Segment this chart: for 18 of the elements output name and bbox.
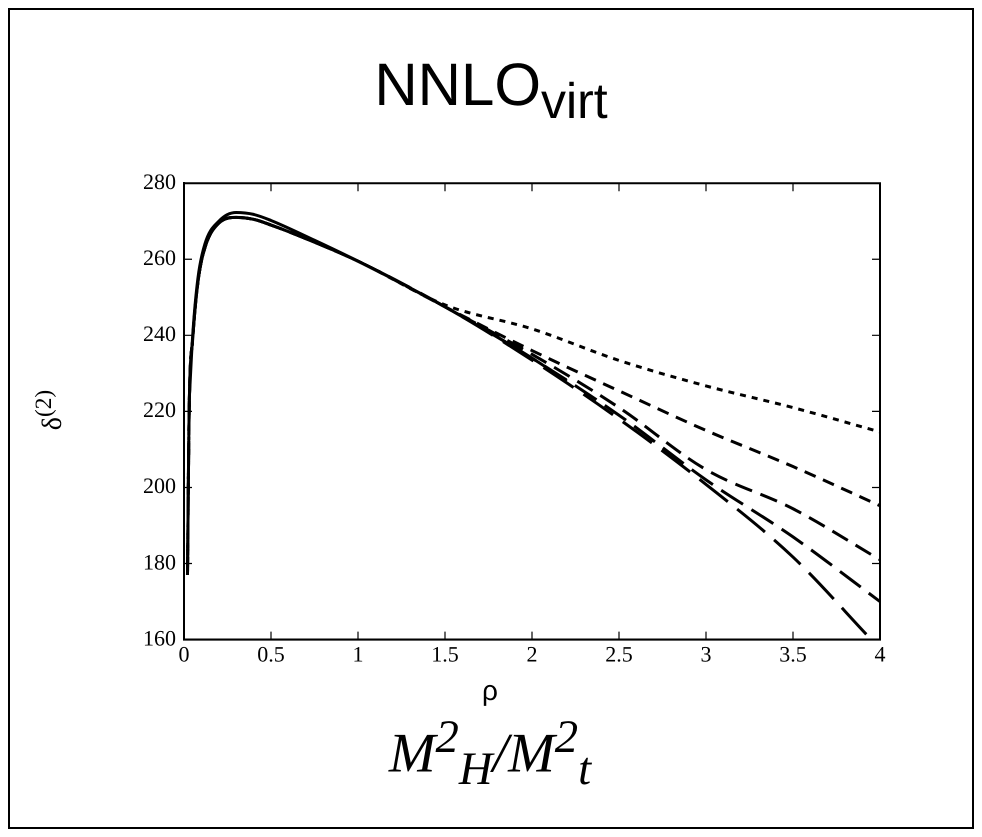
y-tick-label: 260 [143,245,176,270]
x-tick-label: 2.5 [605,642,633,667]
y-tick-label: 220 [143,397,176,422]
y-tick-label: 280 [143,168,176,194]
x-axis-title: ρ [482,675,498,707]
x-tick-label: 1 [352,642,364,667]
x-tick-label: 1.5 [431,642,459,667]
x-tick-label: 3 [700,642,712,667]
x-tick-label: 3.5 [779,642,807,667]
x-tick-label: 2 [526,642,538,667]
y-tick-label: 200 [143,473,176,498]
x-tick-label: 4 [874,642,886,667]
y-tick-label: 180 [143,549,176,574]
x-tick-label: 0.5 [257,642,285,667]
x-tick-label: 0 [178,642,190,667]
y-tick-label: 160 [143,625,176,650]
chart-title: NNLO$_{virt}$ [373,50,609,130]
y-tick-label: 240 [143,321,176,346]
